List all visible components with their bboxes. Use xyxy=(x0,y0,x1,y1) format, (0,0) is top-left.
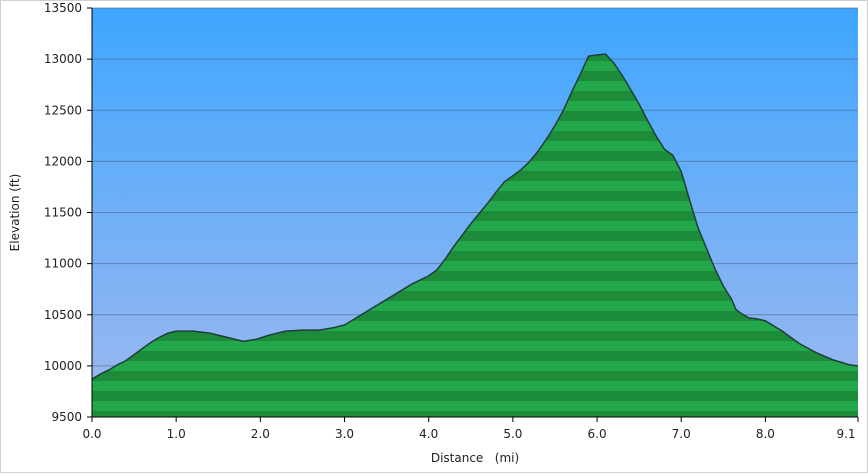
elevation-area xyxy=(92,54,858,417)
x-tick-label: 7.0 xyxy=(672,427,691,441)
y-tick-label: 13500 xyxy=(44,1,82,15)
x-tick-label: 5.0 xyxy=(503,427,522,441)
y-tick-labels: 9500 10000 10500 11000 11500 12000 12500 13000 1… xyxy=(44,1,82,424)
x-tick-label: 3.0 xyxy=(335,427,354,441)
x-tick-label: 8.0 xyxy=(756,427,775,441)
x-tick-label: 2.0 xyxy=(251,427,270,441)
axes xyxy=(87,7,859,422)
x-axis-title: Distance (mi) xyxy=(431,451,519,465)
y-tick-label: 12000 xyxy=(44,154,82,168)
y-tick-label: 9500 xyxy=(51,410,82,424)
y-tick-label: 11500 xyxy=(44,206,82,220)
x-tick-label: 1.0 xyxy=(167,427,186,441)
elevation-line xyxy=(92,53,858,380)
x-tick-label: 9.1 xyxy=(836,427,855,441)
y-axis-title: Elevation (ft) xyxy=(8,174,22,252)
y-tick-label: 12500 xyxy=(44,103,82,117)
y-tick-label: 13000 xyxy=(44,52,82,66)
x-tick-labels: 0.0 1.0 2.0 3.0 4.0 5.0 6.0 7.0 8.0 9.1 xyxy=(82,427,855,441)
x-tick-label: 4.0 xyxy=(419,427,438,441)
x-tick-label: 6.0 xyxy=(588,427,607,441)
y-tick-label: 10000 xyxy=(44,359,82,373)
x-tick-label: 0.0 xyxy=(82,427,101,441)
y-tick-label: 11000 xyxy=(44,257,82,271)
y-tick-label: 10500 xyxy=(44,308,82,322)
